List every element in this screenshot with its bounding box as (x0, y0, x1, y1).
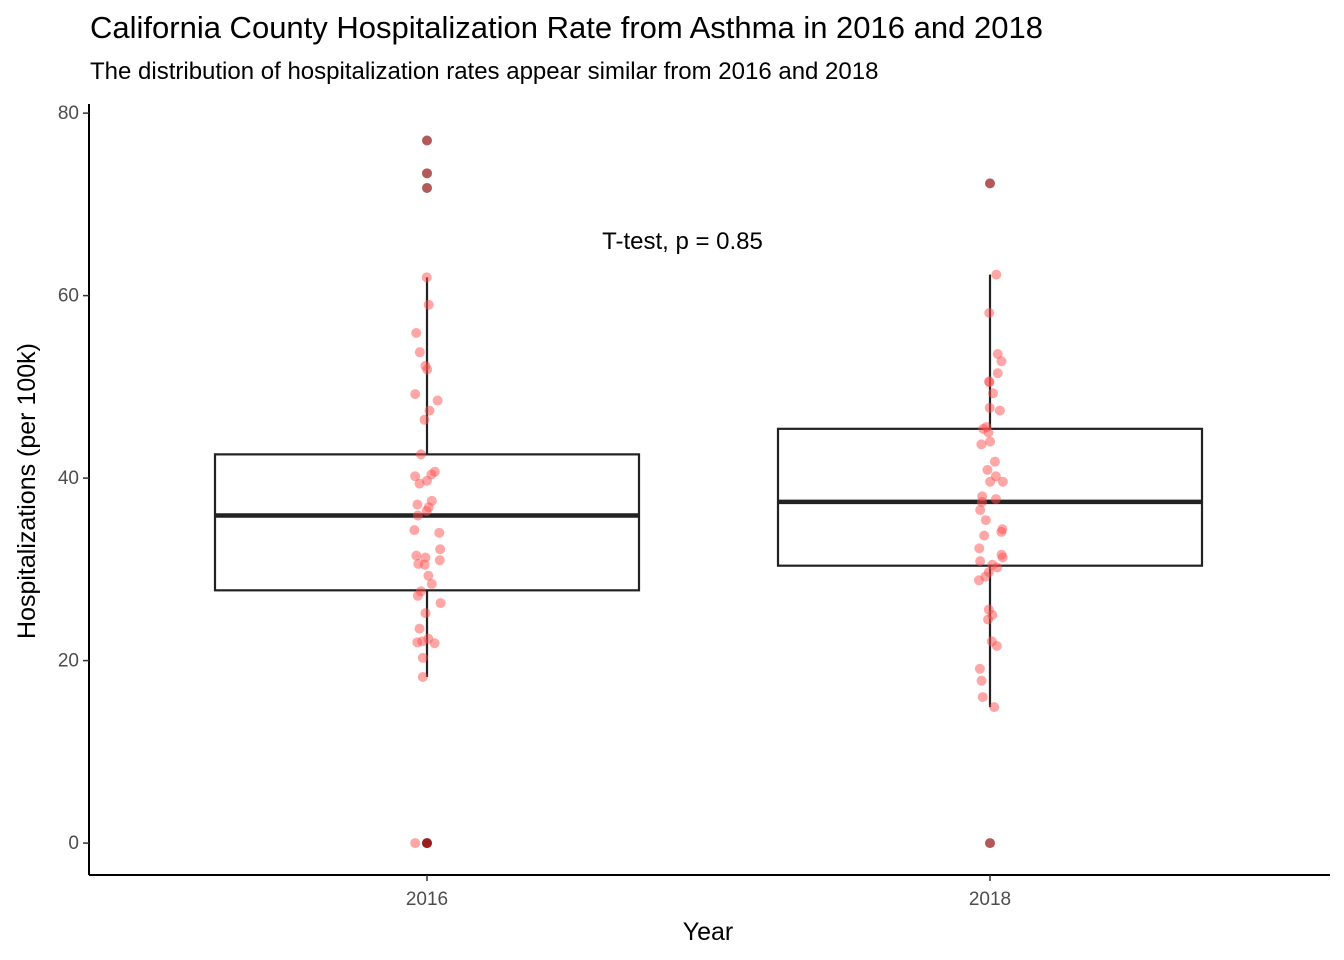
x-axis-title: Year (683, 918, 734, 946)
t-test-annotation: T-test, p = 0.85 (602, 228, 763, 255)
data-point (411, 550, 422, 561)
x-axis: 2016 2018 (89, 874, 1330, 910)
data-point (412, 637, 423, 648)
data-point (991, 269, 1002, 280)
box-iqr (776, 427, 1204, 567)
data-point (412, 499, 423, 510)
data-point (979, 530, 990, 541)
data-point (974, 543, 985, 554)
data-point (414, 623, 425, 634)
data-point (409, 525, 420, 536)
data-point (423, 299, 434, 310)
data-point (424, 405, 435, 416)
data-point (412, 510, 423, 521)
outlier-point (422, 182, 432, 193)
data-point (973, 575, 984, 586)
data-point (423, 570, 434, 581)
chart-subtitle: The distribution of hospitalization rate… (90, 58, 879, 85)
data-point (991, 640, 1002, 651)
data-point (426, 578, 437, 589)
data-point (992, 368, 1003, 379)
data-point (976, 439, 987, 450)
data-point (974, 663, 985, 674)
outlier-point (985, 178, 995, 189)
y-tick-label: 20 (58, 651, 79, 672)
data-point (419, 414, 430, 425)
y-tick-label: 40 (58, 468, 79, 489)
data-point (976, 675, 987, 686)
data-point (419, 559, 430, 570)
data-point (984, 307, 995, 318)
box-iqr (213, 453, 641, 592)
outlier-point (422, 135, 432, 146)
data-point (420, 608, 431, 619)
data-point (434, 527, 445, 538)
x-tick-label: 2016 (406, 889, 448, 910)
y-tick-label: 60 (58, 286, 79, 307)
y-tick-label: 80 (58, 103, 79, 124)
data-point (983, 427, 994, 438)
data-point (985, 476, 996, 487)
x-tick-label: 2018 (969, 889, 1011, 910)
data-point (414, 478, 425, 489)
data-point (975, 505, 986, 516)
chart-title: California County Hospitalization Rate f… (90, 10, 1043, 45)
data-point (410, 471, 421, 482)
outlier-point (422, 168, 432, 179)
data-point (411, 328, 422, 339)
data-point (984, 377, 995, 388)
plot-area (213, 135, 1204, 849)
data-point (975, 556, 986, 567)
y-axis: 0 20 40 60 80 (58, 103, 90, 875)
data-point (985, 436, 996, 447)
data-point (417, 672, 428, 683)
data-point (422, 364, 433, 375)
data-point (989, 702, 1000, 713)
box-group-2018 (776, 178, 1204, 849)
data-point (992, 562, 1003, 573)
y-axis-title: Hospitalizations (per 100k) (13, 343, 41, 639)
data-point (415, 449, 426, 460)
data-point (982, 464, 993, 475)
data-point (996, 526, 1007, 537)
outlier-point (985, 838, 995, 849)
data-point (976, 496, 987, 507)
data-point (429, 638, 440, 649)
y-tick-label: 0 (68, 833, 79, 854)
box-group-2016 (213, 135, 641, 849)
data-point (410, 838, 421, 849)
data-point (435, 598, 446, 609)
data-point (412, 590, 423, 601)
data-point (434, 555, 445, 566)
data-point (421, 505, 432, 516)
data-point (983, 614, 994, 625)
data-point (994, 405, 1005, 416)
data-point (417, 652, 428, 663)
data-point (996, 356, 1007, 367)
data-point (420, 552, 431, 563)
data-point (977, 692, 988, 703)
data-point (432, 395, 443, 406)
data-point (990, 494, 1001, 505)
data-point (997, 552, 1008, 563)
data-point (997, 476, 1008, 487)
data-point (984, 402, 995, 413)
data-point (980, 515, 991, 526)
outlier-point (422, 838, 432, 849)
data-point (414, 347, 425, 358)
data-point (421, 272, 432, 283)
data-point (987, 388, 998, 399)
data-point (989, 456, 1000, 467)
data-point (435, 544, 446, 555)
data-point (410, 389, 421, 400)
